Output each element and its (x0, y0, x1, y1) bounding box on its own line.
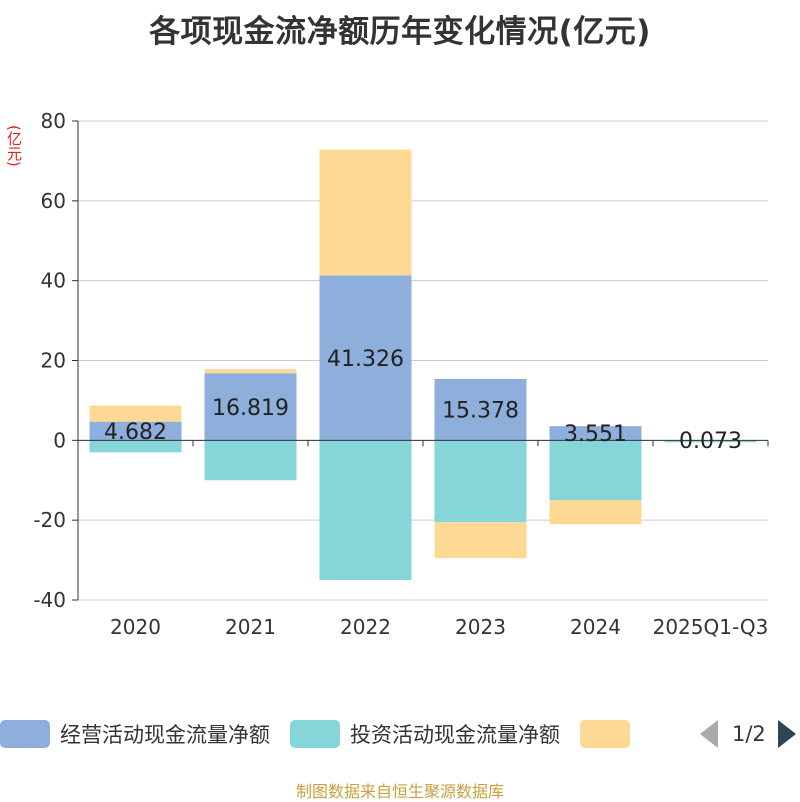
legend-label-investing: 投资活动现金流量净额 (350, 723, 560, 747)
x-tick-label: 2024 (570, 615, 621, 639)
bar-2020-series-1 (89, 440, 182, 453)
legend: 经营活动现金流量净额 投资活动现金流量净额 (0, 716, 660, 752)
bar-2022-series-1 (319, 440, 412, 581)
legend-swatch-financing (580, 720, 630, 748)
legend-swatch-investing (290, 720, 340, 748)
chart-title: 各项现金流净额历年变化情况(亿元) (149, 14, 651, 50)
bar-2020-series-2 (89, 405, 182, 422)
bar-2023-series-2 (434, 522, 527, 559)
legend-swatch-operating (0, 720, 50, 748)
x-tick-label: 2020 (110, 615, 161, 639)
data-label-2023: 15.378 (442, 399, 519, 424)
legend-item-operating[interactable]: 经营活动现金流量净额 (0, 719, 270, 749)
bar-2020-series-0 (89, 421, 182, 441)
bar-2021-series-0 (204, 373, 297, 441)
y-axis-unit-label: (亿元) (5, 125, 23, 167)
bar-2024-series-1 (549, 440, 642, 501)
bar-2021-series-2 (204, 369, 297, 374)
legend-pager: 1/2 (700, 716, 796, 752)
x-tick-label: 2021 (225, 615, 276, 639)
data-label-2020: 4.682 (104, 420, 167, 445)
x-tick-label: 2025Q1-Q3 (653, 615, 769, 639)
bar-2022-series-2 (319, 149, 412, 276)
legend-item-investing[interactable]: 投资活动现金流量净额 (290, 719, 560, 749)
bar-2024-series-0 (549, 426, 642, 441)
x-tick-label: 2022 (340, 615, 391, 639)
bar-2021-series-1 (204, 440, 297, 481)
data-label-2021: 16.819 (212, 396, 289, 421)
legend-prev-page-icon[interactable] (700, 720, 718, 748)
bar-2024-series-2 (549, 500, 642, 525)
data-source-note: 制图数据来自恒生聚源数据库 (295, 782, 504, 801)
bar-2025Q1-Q3-series-1 (664, 440, 757, 443)
data-label-2022: 41.326 (327, 347, 404, 372)
legend-page-indicator: 1/2 (732, 722, 766, 746)
bar-2022-series-0 (319, 275, 412, 441)
legend-item-financing[interactable] (580, 720, 640, 748)
bar-2023-series-0 (434, 378, 527, 441)
bar-2023-series-1 (434, 440, 527, 523)
legend-label-operating: 经营活动现金流量净额 (60, 723, 270, 747)
y-tick-label: 40 (41, 269, 66, 293)
y-tick-label: 60 (41, 189, 66, 213)
y-tick-label: 80 (41, 109, 66, 133)
y-tick-label: 0 (53, 428, 66, 452)
legend-next-page-icon[interactable] (777, 720, 796, 748)
data-label-2024: 3.551 (564, 422, 627, 447)
chart-canvas: 80 60 40 20 0 -20 -40 2020 2021 2022 2023 2024 2025Q… (33, 109, 769, 639)
x-tick-label: 2023 (455, 615, 506, 639)
y-tick-label: -20 (33, 508, 66, 532)
data-label-2025Q1-Q3: 0.073 (679, 429, 742, 454)
y-tick-label: -40 (33, 588, 66, 612)
y-tick-label: 20 (41, 349, 66, 373)
